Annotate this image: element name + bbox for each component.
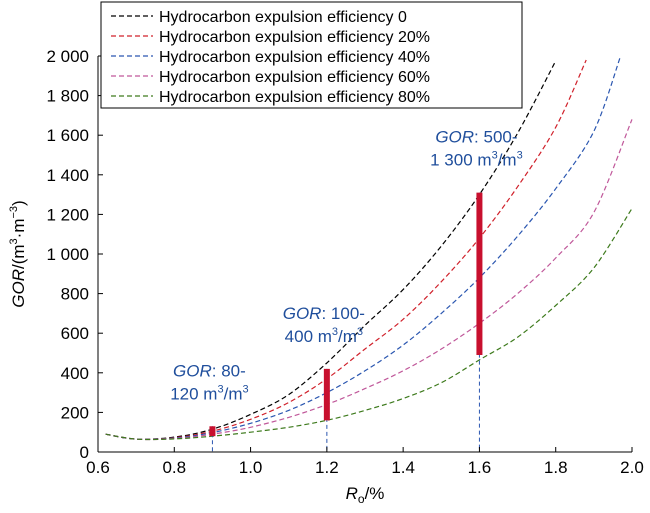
y-axis-label-unit-open: /(m <box>9 244 28 269</box>
axes-layer <box>97 55 633 453</box>
y-tick-label-9: 1 800 <box>46 87 89 106</box>
y-axis-label-sup2: −3 <box>8 206 20 219</box>
x-tick-label-5: 1.6 <box>468 458 492 477</box>
range-label-value-2: 1 300 m <box>430 151 491 170</box>
x-tick-label-3: 1.2 <box>315 458 339 477</box>
range-label-sup1-0: 3 <box>217 383 223 395</box>
range-label-per-1: /m <box>338 327 357 346</box>
range-label-sup1-1: 3 <box>332 326 338 338</box>
series-line-0 <box>105 60 557 440</box>
range-label-line1-0: GOR: 80- <box>173 361 246 380</box>
x-tick-label-2: 1.0 <box>239 458 263 477</box>
y-tick-label-7: 1 400 <box>46 166 89 185</box>
y-axis-label-unit-close: ) <box>9 200 28 206</box>
range-label-sup2-0: 3 <box>242 383 248 395</box>
range-label-value-1: 400 m <box>285 327 332 346</box>
series-layer <box>105 55 633 441</box>
x-axis-label-sub: o <box>358 492 365 506</box>
range-label-gor-1: GOR <box>283 304 322 323</box>
x-axis-label-unit: /% <box>365 484 385 503</box>
x-tick-label-6: 1.8 <box>544 458 568 477</box>
range-label-range-2: : 500- <box>474 128 517 147</box>
range-label-gor-2: GOR <box>435 128 474 147</box>
x-tick-label-0: 0.6 <box>86 458 110 477</box>
range-label-line1-1: GOR: 100- <box>283 304 365 323</box>
x-tick-label-1: 0.8 <box>162 458 186 477</box>
legend: Hydrocarbon expulsion efficiency 0 Hydroc… <box>100 1 523 109</box>
series-line-4 <box>105 208 633 441</box>
range-label-sup2-2: 3 <box>517 150 523 162</box>
range-label-line1-2: GOR: 500- <box>435 128 517 147</box>
y-tick-label-5: 1 000 <box>46 245 89 264</box>
legend-label-4: Hydrocarbon expulsion efficiency 80% <box>159 89 430 106</box>
range-label-per-2: /m <box>498 151 517 170</box>
x-tick-label-4: 1.4 <box>391 458 415 477</box>
range-label-line2-2: 1 300 m3/m3 <box>430 150 523 170</box>
legend-box <box>100 1 523 109</box>
x-tick-label-7: 2.0 <box>620 458 644 477</box>
y-tick-label-0: 0 <box>80 443 89 462</box>
range-label-range-0: : 80- <box>212 361 246 380</box>
range-label-range-1: : 100- <box>321 304 364 323</box>
y-tick-label-6: 1 200 <box>46 205 89 224</box>
series-line-2 <box>105 55 622 440</box>
legend-label-2: Hydrocarbon expulsion efficiency 40% <box>159 49 430 66</box>
y-tick-label-4: 800 <box>61 285 89 304</box>
y-tick-label-8: 1 600 <box>46 126 89 145</box>
y-tick-label-1: 200 <box>61 403 89 422</box>
range-label-sup1-2: 3 <box>492 150 498 162</box>
series-line-3 <box>105 119 633 441</box>
range-label-line2-1: 400 m3/m3 <box>285 326 363 346</box>
legend-label-0: Hydrocarbon expulsion efficiency 0 <box>159 9 407 26</box>
y-axis-label: GOR/(m3·m−3) <box>8 200 28 307</box>
range-label-gor-0: GOR <box>173 361 212 380</box>
x-axis-label-main: R <box>346 484 358 503</box>
y-axis-label-main: GOR <box>9 269 28 308</box>
x-axis-label: Ro/% <box>346 484 385 506</box>
y-tick-label-3: 600 <box>61 324 89 343</box>
y-axis-label-sup1: 3 <box>8 238 20 244</box>
range-label-sup2-1: 3 <box>357 326 363 338</box>
y-axis-label-mid: ·m <box>9 218 28 238</box>
legend-label-1: Hydrocarbon expulsion efficiency 20% <box>159 29 430 46</box>
range-label-value-0: 120 m <box>170 384 217 403</box>
y-tick-label-10: 2 000 <box>46 47 89 66</box>
tick-label-layer: 0.6 0.8 1.0 1.2 1.4 1.6 1.8 2.0 0 200 400 600 800 1 0… <box>46 47 643 477</box>
legend-label-3: Hydrocarbon expulsion efficiency 60% <box>159 69 430 86</box>
range-label-per-0: /m <box>224 384 243 403</box>
y-tick-label-2: 400 <box>61 364 89 383</box>
range-label-line2-0: 120 m3/m3 <box>170 383 248 403</box>
